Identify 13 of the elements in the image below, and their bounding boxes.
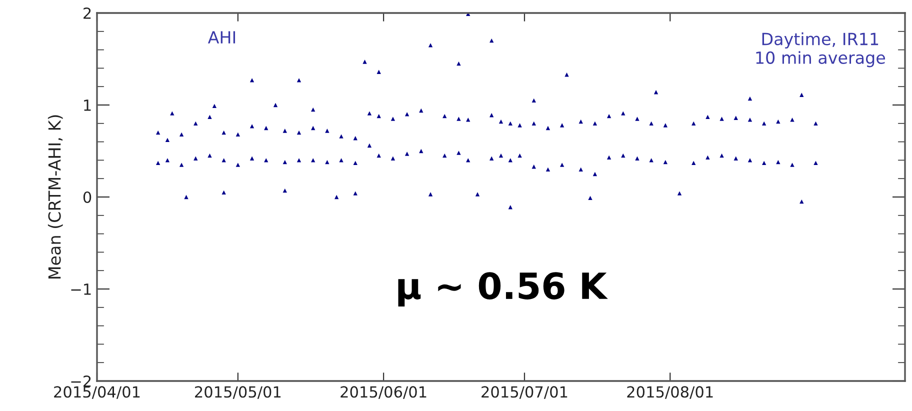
y-tick-label: 0 [83, 191, 92, 204]
x-tick-label: 2015/04/01 [54, 386, 140, 399]
x-tick-label: 2015/08/01 [627, 386, 713, 399]
annotation: AHI [208, 31, 236, 44]
x-tick-label: 2015/05/01 [195, 386, 281, 399]
annotation: Daytime, IR11 10 min average [756, 32, 886, 68]
y-tick-label: 1 [84, 100, 91, 111]
y-axis-title: Mean (CRTM-AHI, K) [48, 115, 63, 279]
y-tick-label: −1 [71, 284, 91, 295]
x-tick-label: 2015/06/01 [340, 386, 426, 399]
annotation: μ ~ 0.56 K [398, 272, 608, 306]
x-tick-label: 2015/07/01 [482, 386, 568, 399]
y-tick-label: 2 [84, 7, 91, 19]
